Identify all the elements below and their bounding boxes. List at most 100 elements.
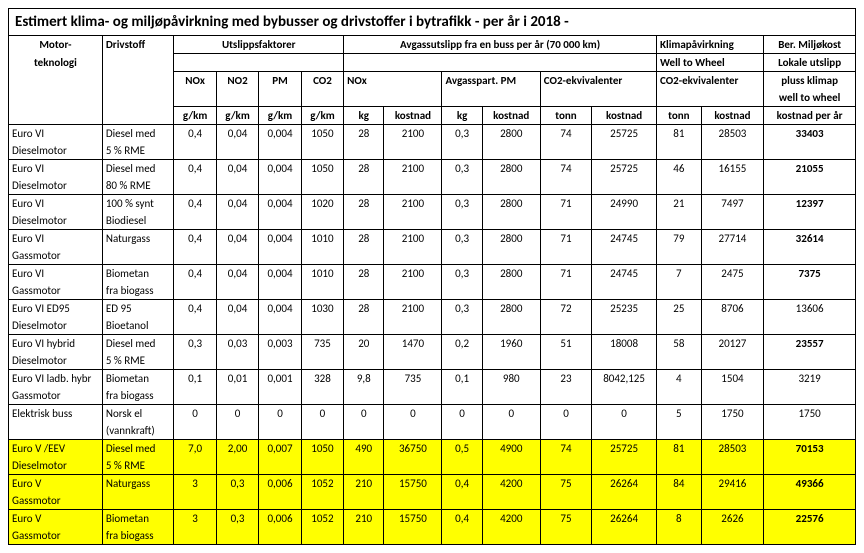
- cell-pm-ef: 0,007: [259, 440, 301, 475]
- cell-wtw-kost: 1504: [701, 370, 764, 405]
- cell-ber: 32614: [764, 230, 856, 265]
- cell-nox-kost: 36750: [384, 440, 442, 475]
- cell-pm-kost: 4200: [482, 475, 540, 510]
- cell-co2-ef: 328: [301, 370, 343, 405]
- cell-pm-kg: 0,3: [442, 160, 482, 195]
- hdr-co2-ef: CO2: [301, 72, 343, 90]
- cell-nox-ef: 0,4: [174, 195, 216, 230]
- cell-nox-ef: 3: [174, 510, 216, 545]
- hdr-klima: Klimapåvirkning: [656, 36, 763, 54]
- cell-nox-ef: 0,4: [174, 230, 216, 265]
- cell-nox-ef: 0,1: [174, 370, 216, 405]
- cell-wtw-kost: 27714: [701, 230, 764, 265]
- cell-nox-kg: 28: [344, 300, 384, 335]
- cell-co2-tonn: 74: [540, 125, 591, 160]
- cell-no2-ef: 0,03: [216, 335, 258, 370]
- cell-nox-kg: 210: [344, 475, 384, 510]
- cell-no2-ef: 0,04: [216, 230, 258, 265]
- cell-pm-kg: 0: [442, 405, 482, 440]
- cell-co2-tonn: 23: [540, 370, 591, 405]
- cell-drivstoff: ED 95: [102, 300, 174, 318]
- cell-ber: 1750: [764, 405, 856, 440]
- cell-pm-kg: 0,3: [442, 265, 482, 300]
- cell-wtw-tonn: 81: [656, 440, 701, 475]
- cell-co2-ef: 0: [301, 405, 343, 440]
- table-row: Euro VI ladb. hybrBiometan0,10,010,00132…: [9, 370, 856, 388]
- cell-pm-ef: 0,004: [259, 160, 301, 195]
- unit-kg-2: kg: [442, 107, 482, 125]
- unit-kost-1: kostnad: [384, 107, 442, 125]
- cell-drivstoff-2: [102, 492, 174, 510]
- hdr-pm-ef: PM: [259, 72, 301, 90]
- cell-nox-kost: 0: [384, 405, 442, 440]
- cell-co2-kost: 25725: [592, 440, 657, 475]
- cell-co2-tonn: 0: [540, 405, 591, 440]
- cell-wtw-tonn: 58: [656, 335, 701, 370]
- cell-nox-ef: 0,4: [174, 300, 216, 335]
- cell-co2-tonn: 74: [540, 440, 591, 475]
- cell-no2-ef: 0,04: [216, 300, 258, 335]
- cell-nox-kg: 28: [344, 195, 384, 230]
- cell-wtw-kost: 2626: [701, 510, 764, 545]
- unit-gkm-1: g/km: [174, 107, 216, 125]
- cell-wtw-kost: 16155: [701, 160, 764, 195]
- cell-pm-kost: 2800: [482, 230, 540, 265]
- cell-nox-kost: 2100: [384, 230, 442, 265]
- cell-co2-ef: 735: [301, 335, 343, 370]
- cell-motor-2: Dieselmotor: [9, 352, 103, 370]
- hdr-motor: Motor-: [9, 36, 103, 54]
- cell-co2-ef: 1052: [301, 510, 343, 545]
- unit-kost-2: kostnad: [482, 107, 540, 125]
- cell-drivstoff: Diesel med: [102, 125, 174, 143]
- cell-co2-tonn: 75: [540, 475, 591, 510]
- cell-motor-2: Gassmotor: [9, 387, 103, 405]
- hdr-co2ekv-w: CO2-ekvivalenter: [656, 72, 763, 90]
- hdr-avgass: Avgassutslipp fra en buss per år (70 000…: [344, 36, 657, 54]
- cell-wtw-tonn: 84: [656, 475, 701, 510]
- cell-pm-kg: 0,5: [442, 440, 482, 475]
- cell-nox-kg: 28: [344, 230, 384, 265]
- cell-wtw-tonn: 25: [656, 300, 701, 335]
- cell-co2-tonn: 71: [540, 265, 591, 300]
- cell-drivstoff-2: 5 % RME: [102, 142, 174, 160]
- emissions-table: Estimert klima- og miljøpåvirkning med b…: [8, 8, 856, 545]
- cell-nox-kost: 15750: [384, 510, 442, 545]
- cell-co2-kost: 26264: [592, 510, 657, 545]
- cell-no2-ef: 0,04: [216, 160, 258, 195]
- cell-motor-2: Dieselmotor: [9, 457, 103, 475]
- cell-nox-kg: 28: [344, 160, 384, 195]
- cell-co2-ef: 1052: [301, 475, 343, 510]
- cell-drivstoff-2: Bioetanol: [102, 317, 174, 335]
- cell-pm-kg: 0,3: [442, 195, 482, 230]
- cell-pm-kg: 0,3: [442, 300, 482, 335]
- cell-pm-kost: 1960: [482, 335, 540, 370]
- cell-no2-ef: 0,3: [216, 510, 258, 545]
- unit-kpa: kostnad per år: [764, 107, 856, 125]
- hdr-co2ekv: CO2-ekvivalenter: [540, 72, 656, 90]
- cell-ber: 49366: [764, 475, 856, 510]
- cell-wtw-tonn: 21: [656, 195, 701, 230]
- cell-nox-kost: 2100: [384, 300, 442, 335]
- cell-wtw-kost: 28503: [701, 125, 764, 160]
- cell-pm-ef: 0,003: [259, 335, 301, 370]
- cell-drivstoff-2: 5 % RME: [102, 457, 174, 475]
- table-row: Euro VIBiometan0,40,040,00410102821000,3…: [9, 265, 856, 283]
- cell-motor-2: Gassmotor: [9, 492, 103, 510]
- cell-nox-kost: 2100: [384, 195, 442, 230]
- cell-drivstoff: Naturgass: [102, 475, 174, 493]
- cell-nox-kg: 9,8: [344, 370, 384, 405]
- cell-wtw-kost: 28503: [701, 440, 764, 475]
- cell-wtw-kost: 20127: [701, 335, 764, 370]
- cell-co2-kost: 25725: [592, 125, 657, 160]
- cell-wtw-tonn: 79: [656, 230, 701, 265]
- table-row: Euro VBiometan30,30,0061052210157500,442…: [9, 510, 856, 528]
- cell-ber: 22576: [764, 510, 856, 545]
- hdr-ber: Ber. Miljøkost: [764, 36, 856, 54]
- cell-no2-ef: 0,04: [216, 195, 258, 230]
- cell-nox-kg: 28: [344, 125, 384, 160]
- hdr-nox-ef: NOx: [174, 72, 216, 90]
- cell-nox-kost: 2100: [384, 265, 442, 300]
- cell-nox-ef: 7,0: [174, 440, 216, 475]
- cell-wtw-kost: 8706: [701, 300, 764, 335]
- cell-motor-2: Gassmotor: [9, 247, 103, 265]
